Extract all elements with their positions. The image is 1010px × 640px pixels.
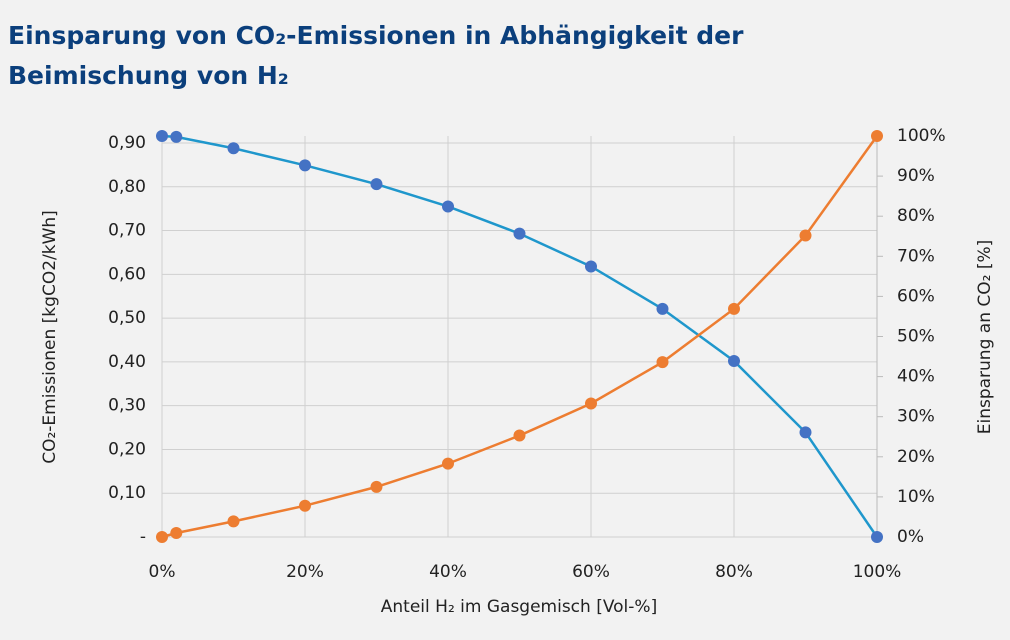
series-line — [161, 134, 879, 538]
y2-tick-label: 100% — [897, 126, 946, 146]
data-point — [871, 531, 883, 543]
y2-tick-label: 0% — [897, 527, 924, 547]
x-tick-label: 100% — [853, 562, 902, 582]
data-point — [728, 355, 740, 368]
x-axis-label: Anteil H₂ im Gasgemisch [Vol-%] — [381, 597, 657, 617]
data-point — [728, 302, 740, 315]
y-axis-label: CO₂-Emissionen [kgCO2/kWh] — [40, 210, 60, 464]
chart-title: Einsparung von CO₂-Emissionen in Abhängi… — [8, 21, 744, 50]
y-tick-label: 0,60 — [108, 264, 146, 284]
y-tick-label: 0,80 — [108, 177, 146, 197]
data-point — [656, 302, 669, 315]
data-point — [871, 130, 883, 142]
x-tick-label: 20% — [286, 562, 324, 582]
y2-tick-label: 30% — [897, 407, 935, 427]
data-point — [299, 499, 311, 512]
x-tick-label: 0% — [149, 562, 176, 582]
data-point — [656, 356, 669, 369]
series-line — [161, 135, 879, 539]
y2-tick-label: 50% — [897, 327, 935, 347]
y-tick-label: 0,40 — [108, 352, 146, 372]
data-point — [442, 200, 454, 213]
data-point — [156, 531, 168, 543]
data-point — [370, 480, 383, 493]
y-tick-label: 0,20 — [108, 439, 146, 459]
y-tick-label: 0,90 — [108, 133, 146, 153]
y2-tick-label: 10% — [897, 487, 935, 507]
data-point — [370, 178, 383, 191]
x-tick-label: 40% — [429, 562, 467, 582]
x-tick-label: 80% — [715, 562, 753, 582]
data-point — [227, 515, 240, 528]
y-tick-label: 0,10 — [108, 483, 146, 503]
data-point — [170, 526, 183, 539]
y-tick-label: 0,70 — [108, 221, 146, 241]
chart-subtitle: Beimischung von H₂ — [8, 61, 289, 90]
y2-axis-label: Einsparung an CO₂ [%] — [975, 240, 995, 435]
data-point — [227, 142, 240, 155]
y-tick-label: 0,50 — [108, 308, 146, 328]
y2-tick-label: 40% — [897, 367, 935, 387]
data-point — [156, 130, 168, 142]
data-point — [299, 159, 311, 172]
y2-tick-label: 80% — [897, 206, 935, 226]
y-tick-label: - — [140, 527, 146, 547]
y2-tick-label: 20% — [897, 447, 935, 467]
data-point — [442, 457, 454, 470]
data-point — [799, 426, 812, 439]
data-point — [585, 397, 597, 410]
x-tick-label: 60% — [572, 562, 610, 582]
data-point — [170, 130, 183, 143]
y2-tick-label: 90% — [897, 166, 935, 186]
data-point — [585, 260, 597, 273]
y-tick-label: 0,30 — [108, 396, 146, 416]
y2-tick-label: 60% — [897, 286, 935, 306]
data-point — [513, 227, 526, 240]
y2-tick-label: 70% — [897, 246, 935, 266]
data-point — [513, 429, 526, 442]
data-point — [799, 229, 812, 242]
